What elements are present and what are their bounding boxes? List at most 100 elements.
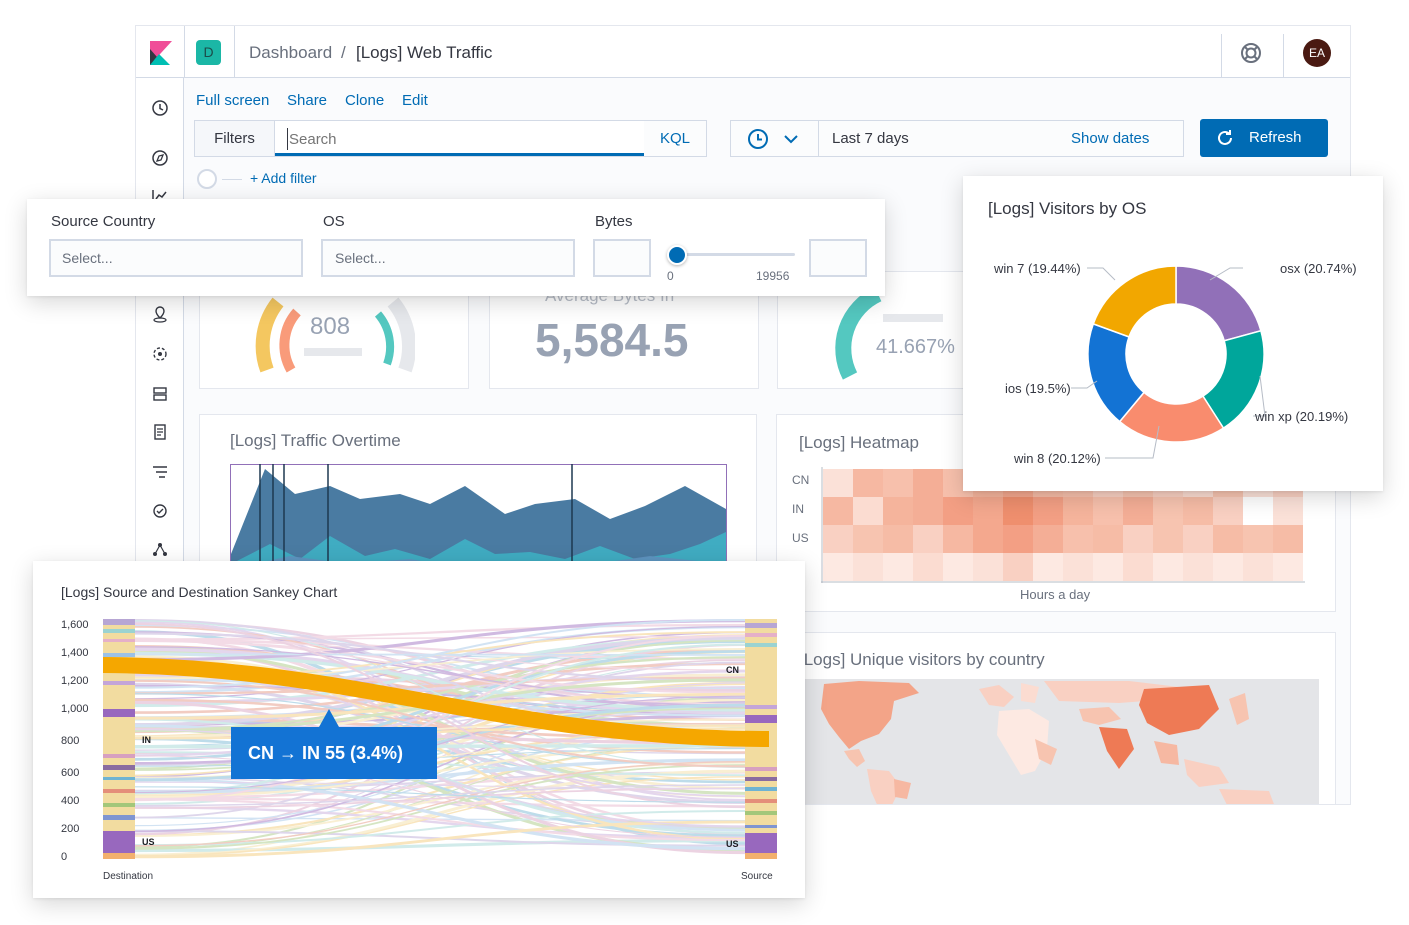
sankey-flow [134, 659, 746, 819]
sankey-flow [134, 786, 746, 803]
goal-gauge-chart [835, 286, 882, 380]
sankey-ytick: 1,400 [61, 647, 89, 659]
sankey-ytick: 1,200 [61, 675, 89, 687]
sankey-flow [134, 701, 746, 855]
add-filter-link[interactable]: + Add filter [250, 170, 317, 186]
sankey-flow [134, 820, 746, 859]
sankey-flow [134, 620, 746, 707]
sankey-tooltip: CN → IN 55 (3.4%) [231, 709, 437, 779]
sankey-flow [134, 640, 746, 705]
sankey-left-node-in: IN [142, 735, 151, 745]
source-country-placeholder: Select... [62, 250, 113, 266]
ml-icon[interactable] [150, 344, 170, 364]
time-range-label[interactable]: Last 7 days [832, 130, 909, 147]
filters-button[interactable]: Filters [195, 121, 275, 156]
refresh-button[interactable]: Refresh [1200, 119, 1328, 157]
sankey-ytick: 1,000 [61, 703, 89, 715]
os-donut-panel: [Logs] Visitors by OS osx (20.74%) win x… [963, 176, 1383, 491]
sankey-flow [134, 636, 746, 727]
space-badge[interactable]: D [196, 40, 221, 65]
sankey-title: [Logs] Source and Destination Sankey Cha… [61, 584, 338, 600]
date-picker: Last 7 days Show dates [730, 120, 1184, 157]
sankey-flow [134, 776, 746, 857]
donut-label-win8: win 8 (20.12%) [1014, 451, 1101, 466]
refresh-icon [1218, 130, 1232, 145]
sankey-flow [134, 781, 746, 789]
gauge-value: 808 [310, 313, 351, 340]
source-country-select[interactable]: Select... [49, 239, 303, 277]
sankey-flow [134, 681, 746, 798]
edit-link[interactable]: Edit [402, 92, 428, 109]
chevron-down-icon [784, 135, 798, 144]
sankey-flow [134, 693, 746, 768]
infrastructure-icon[interactable] [150, 384, 170, 404]
sankey-flow [134, 698, 746, 798]
sankey-flow [134, 620, 746, 769]
sankey-flow [134, 743, 746, 749]
sankey-flow [134, 838, 746, 853]
sankey-flow [134, 639, 746, 671]
kql-button[interactable]: KQL [660, 130, 691, 147]
metric-value: 5,584.5 [535, 314, 689, 366]
sankey-flow [134, 653, 746, 656]
search-input[interactable] [287, 128, 627, 150]
sankey-flow [134, 761, 746, 847]
sankey-flow [134, 682, 746, 834]
kibana-logo-icon[interactable] [150, 41, 172, 65]
bytes-min-tick: 0 [667, 269, 674, 283]
user-avatar[interactable]: EA [1303, 39, 1331, 67]
sankey-flow [134, 646, 746, 699]
bytes-max-input[interactable] [809, 239, 867, 277]
logs-icon[interactable] [150, 422, 170, 442]
donut-label-osx: osx (20.74%) [1280, 261, 1357, 276]
apm-icon[interactable] [150, 462, 170, 482]
help-icon[interactable] [1240, 42, 1262, 64]
heatmap-row-label: US [792, 531, 809, 545]
world-map[interactable] [799, 679, 1319, 804]
heatmap-title: [Logs] Heatmap [799, 433, 920, 452]
sankey-flow [134, 787, 746, 809]
breadcrumb-dashboard[interactable]: Dashboard [249, 43, 333, 62]
sankey-flow [134, 708, 746, 726]
sankey-flow [134, 635, 746, 641]
sankey-right-node-us: US [726, 839, 739, 849]
sankey-flow [134, 626, 746, 749]
discover-compass-icon[interactable] [150, 148, 170, 168]
sankey-flow [134, 647, 746, 728]
os-select[interactable]: Select... [321, 239, 575, 277]
bytes-label: Bytes [595, 213, 633, 230]
sankey-flow [134, 830, 746, 847]
sankey-flow [134, 632, 746, 683]
full-screen-link[interactable]: Full screen [196, 92, 270, 109]
sankey-flow [134, 744, 746, 799]
filter-toggle[interactable] [197, 169, 217, 189]
maps-icon[interactable] [150, 304, 170, 324]
bytes-slider-handle[interactable] [667, 245, 687, 265]
query-bar: Filters KQL [194, 120, 707, 157]
show-dates-link[interactable]: Show dates [1071, 130, 1150, 147]
donut-slice-win-7[interactable] [1092, 265, 1177, 338]
sankey-flow [134, 679, 746, 768]
bytes-min-input[interactable] [593, 239, 651, 277]
share-link[interactable]: Share [287, 92, 328, 109]
bytes-range-slider[interactable] [675, 253, 795, 256]
traffic-area-chart [230, 464, 727, 574]
graph-icon[interactable] [150, 540, 170, 560]
sankey-flow [134, 640, 746, 728]
sankey-flow [134, 655, 746, 790]
sankey-flow [134, 718, 746, 835]
sankey-flow [134, 702, 746, 805]
uptime-icon[interactable] [150, 500, 170, 520]
sankey-ytick: 0 [61, 851, 68, 863]
sankey-flow [134, 696, 746, 849]
recent-clock-icon[interactable] [150, 98, 170, 118]
donut-slice-osx[interactable] [1175, 265, 1262, 342]
sankey-flow [134, 643, 746, 795]
breadcrumb-current: [Logs] Web Traffic [356, 43, 493, 62]
sankey-flow [134, 639, 746, 694]
quick-menu-button[interactable] [731, 121, 819, 156]
clone-link[interactable]: Clone [345, 92, 385, 109]
gauge-percent-value: 41.667% [876, 336, 955, 358]
sankey-ytick: 400 [61, 795, 80, 807]
sankey-flow [134, 784, 746, 807]
